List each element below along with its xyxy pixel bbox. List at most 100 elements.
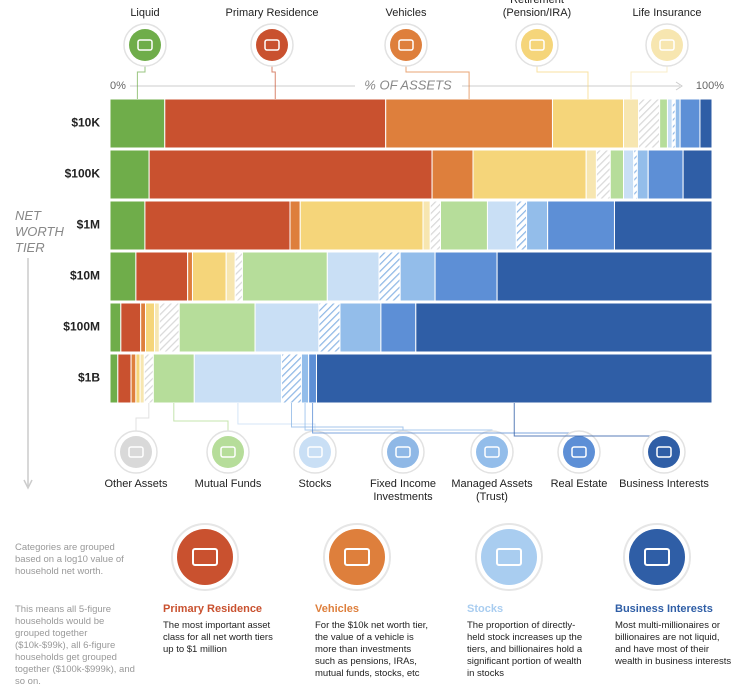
bar-segment (326, 251, 380, 302)
bar-segment (109, 302, 122, 353)
bar-segment (380, 302, 417, 353)
bar-segment (699, 98, 713, 149)
bar-segment (289, 200, 301, 251)
bar-segment (117, 353, 132, 404)
legend-label: Fixed Income Investments (369, 478, 437, 503)
bar-segment (429, 200, 441, 251)
icon (476, 436, 508, 468)
legend-label: Real Estate (550, 478, 608, 490)
connector (173, 403, 229, 431)
icon-glyph (307, 446, 323, 458)
legend-label: Vehicles (385, 7, 427, 19)
bar-segment (515, 200, 528, 251)
icon-glyph (220, 446, 236, 458)
icon-glyph (659, 39, 675, 51)
bar-segment (585, 149, 597, 200)
card-icon-glyph (344, 548, 370, 566)
y-tick-label: $1M (77, 218, 100, 232)
bar-segment (679, 98, 701, 149)
tier-arrow-head (23, 479, 33, 490)
bar-segment (551, 98, 625, 149)
y-tick-label: $10M (70, 269, 100, 283)
bar-segment (154, 302, 160, 353)
icon-glyph (137, 39, 153, 51)
bar-segment (638, 98, 661, 149)
bar-segment (120, 302, 142, 353)
card-icon-glyph (496, 548, 522, 566)
icon (390, 29, 422, 61)
bar-segment (299, 200, 424, 251)
legend-label: Liquid (130, 7, 160, 19)
connector (536, 66, 589, 99)
bar-segment (339, 302, 382, 353)
y-axis-title: NET WORTH TIER (15, 208, 64, 255)
bar-segment (682, 149, 713, 200)
legend-label: Retirement (Pension/IRA) (502, 0, 572, 19)
icon (129, 29, 161, 61)
bar-segment (595, 149, 611, 200)
bar-segment (439, 200, 488, 251)
bar-segment (191, 251, 227, 302)
y-tick-label: $100M (63, 320, 100, 334)
bar-segment (164, 98, 387, 149)
card-text: The most important asset class for all n… (163, 620, 273, 655)
card-icon (329, 529, 385, 585)
bar-segment (145, 302, 156, 353)
bar-segment (613, 200, 713, 251)
bar-segment (187, 251, 193, 302)
y-tick-label: $100K (65, 167, 101, 181)
icon-glyph (398, 39, 414, 51)
connector (271, 66, 276, 99)
connector (291, 403, 404, 431)
card-text: The proportion of directly-held stock in… (467, 620, 583, 679)
bar-segment (609, 149, 625, 200)
bar-segment (225, 251, 236, 302)
card-text: For the $10k net worth tier, the value o… (315, 620, 429, 679)
card-title: Stocks (467, 603, 504, 615)
bar-segment (415, 302, 713, 353)
icon (299, 436, 331, 468)
bar-segment (547, 200, 615, 251)
bar-segment (109, 251, 137, 302)
note: This means all 5-figure households would… (15, 604, 135, 687)
bar-segment (254, 302, 320, 353)
bar-segment (109, 200, 146, 251)
bar-segment (135, 353, 141, 404)
icon (521, 29, 553, 61)
x-tick-label: 100% (696, 80, 724, 92)
bar-segment (109, 149, 150, 200)
bar-segment (623, 149, 635, 200)
bar-segment (472, 149, 587, 200)
legend-label: Mutual Funds (194, 478, 262, 490)
bar-segment (140, 302, 147, 353)
card-icon-glyph (192, 548, 218, 566)
card-title: Vehicles (315, 603, 360, 615)
icon-glyph (656, 446, 672, 458)
bar-segment (623, 98, 640, 149)
connector (405, 66, 470, 99)
x-tick-label: 0% (110, 80, 126, 92)
icon-glyph (128, 446, 144, 458)
bar-segment (234, 251, 243, 302)
connector (312, 403, 580, 434)
bar-segment (152, 353, 195, 404)
bar-segment (674, 98, 681, 149)
card-text: Most multi-millionaires or billionaires … (615, 620, 732, 667)
legend-label: Stocks (298, 478, 332, 490)
bar-segment (647, 149, 684, 200)
icon-glyph (264, 39, 280, 51)
bar-segment (666, 98, 673, 149)
icon (212, 436, 244, 468)
connector (136, 66, 146, 99)
bar-segment (422, 200, 431, 251)
axis-arrow (675, 81, 683, 91)
bar-segment (486, 200, 517, 251)
bar-segment (399, 251, 436, 302)
icon (651, 29, 683, 61)
bar-segment (241, 251, 328, 302)
bar-segment (135, 251, 189, 302)
icon (256, 29, 288, 61)
bar-segment (281, 353, 302, 404)
